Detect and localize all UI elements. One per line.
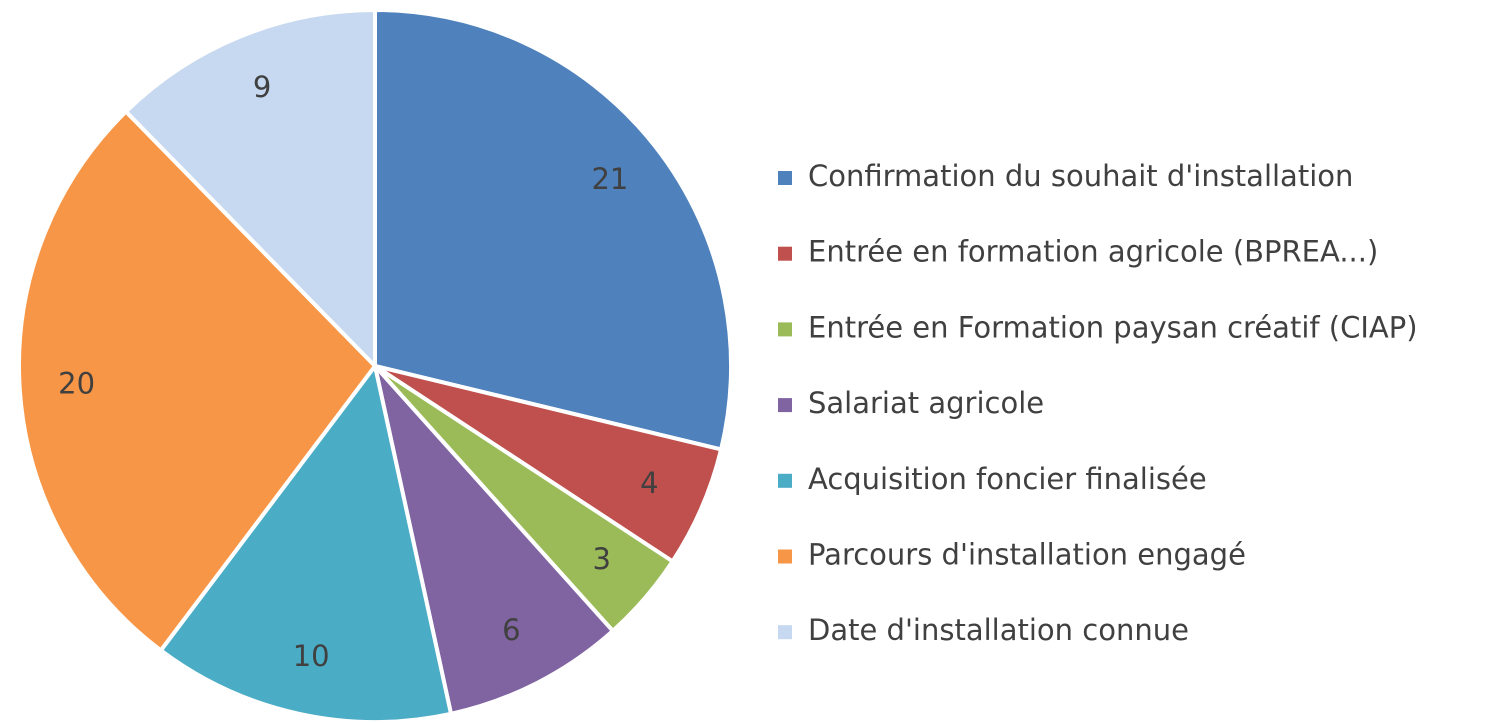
legend-label: Parcours d'installation engagé [808, 538, 1246, 572]
data-label: 9 [253, 70, 271, 104]
data-label: 20 [58, 366, 95, 400]
legend-label: Entrée en formation agricole (BPREA...) [808, 235, 1378, 269]
legend-swatch [778, 473, 792, 488]
pie-slice [17, 108, 378, 654]
legend-label: Entrée en Formation paysan créatif (CIAP… [808, 310, 1418, 344]
legend-label: Confirmation du souhait d'installation [808, 159, 1353, 193]
legend-swatch [778, 398, 792, 413]
data-label: 21 [591, 162, 628, 196]
legend-swatch [778, 246, 792, 261]
legend-swatch [778, 549, 792, 564]
data-label: 4 [640, 466, 658, 500]
data-label: 3 [593, 542, 611, 576]
legend-label: Salariat agricole [808, 386, 1044, 420]
pie-slice [123, 7, 377, 371]
data-label: 10 [293, 639, 330, 673]
legend-label: Date d'installation connue [808, 613, 1189, 647]
legend-label: Acquisition foncier finalisée [808, 462, 1207, 496]
pie-slice [158, 361, 454, 723]
legend-swatch [778, 625, 792, 640]
pie-slice [371, 359, 616, 717]
legend-swatch [778, 322, 792, 337]
legend-swatch [778, 171, 792, 185]
data-label: 6 [502, 613, 520, 647]
pie-slice [373, 7, 733, 452]
